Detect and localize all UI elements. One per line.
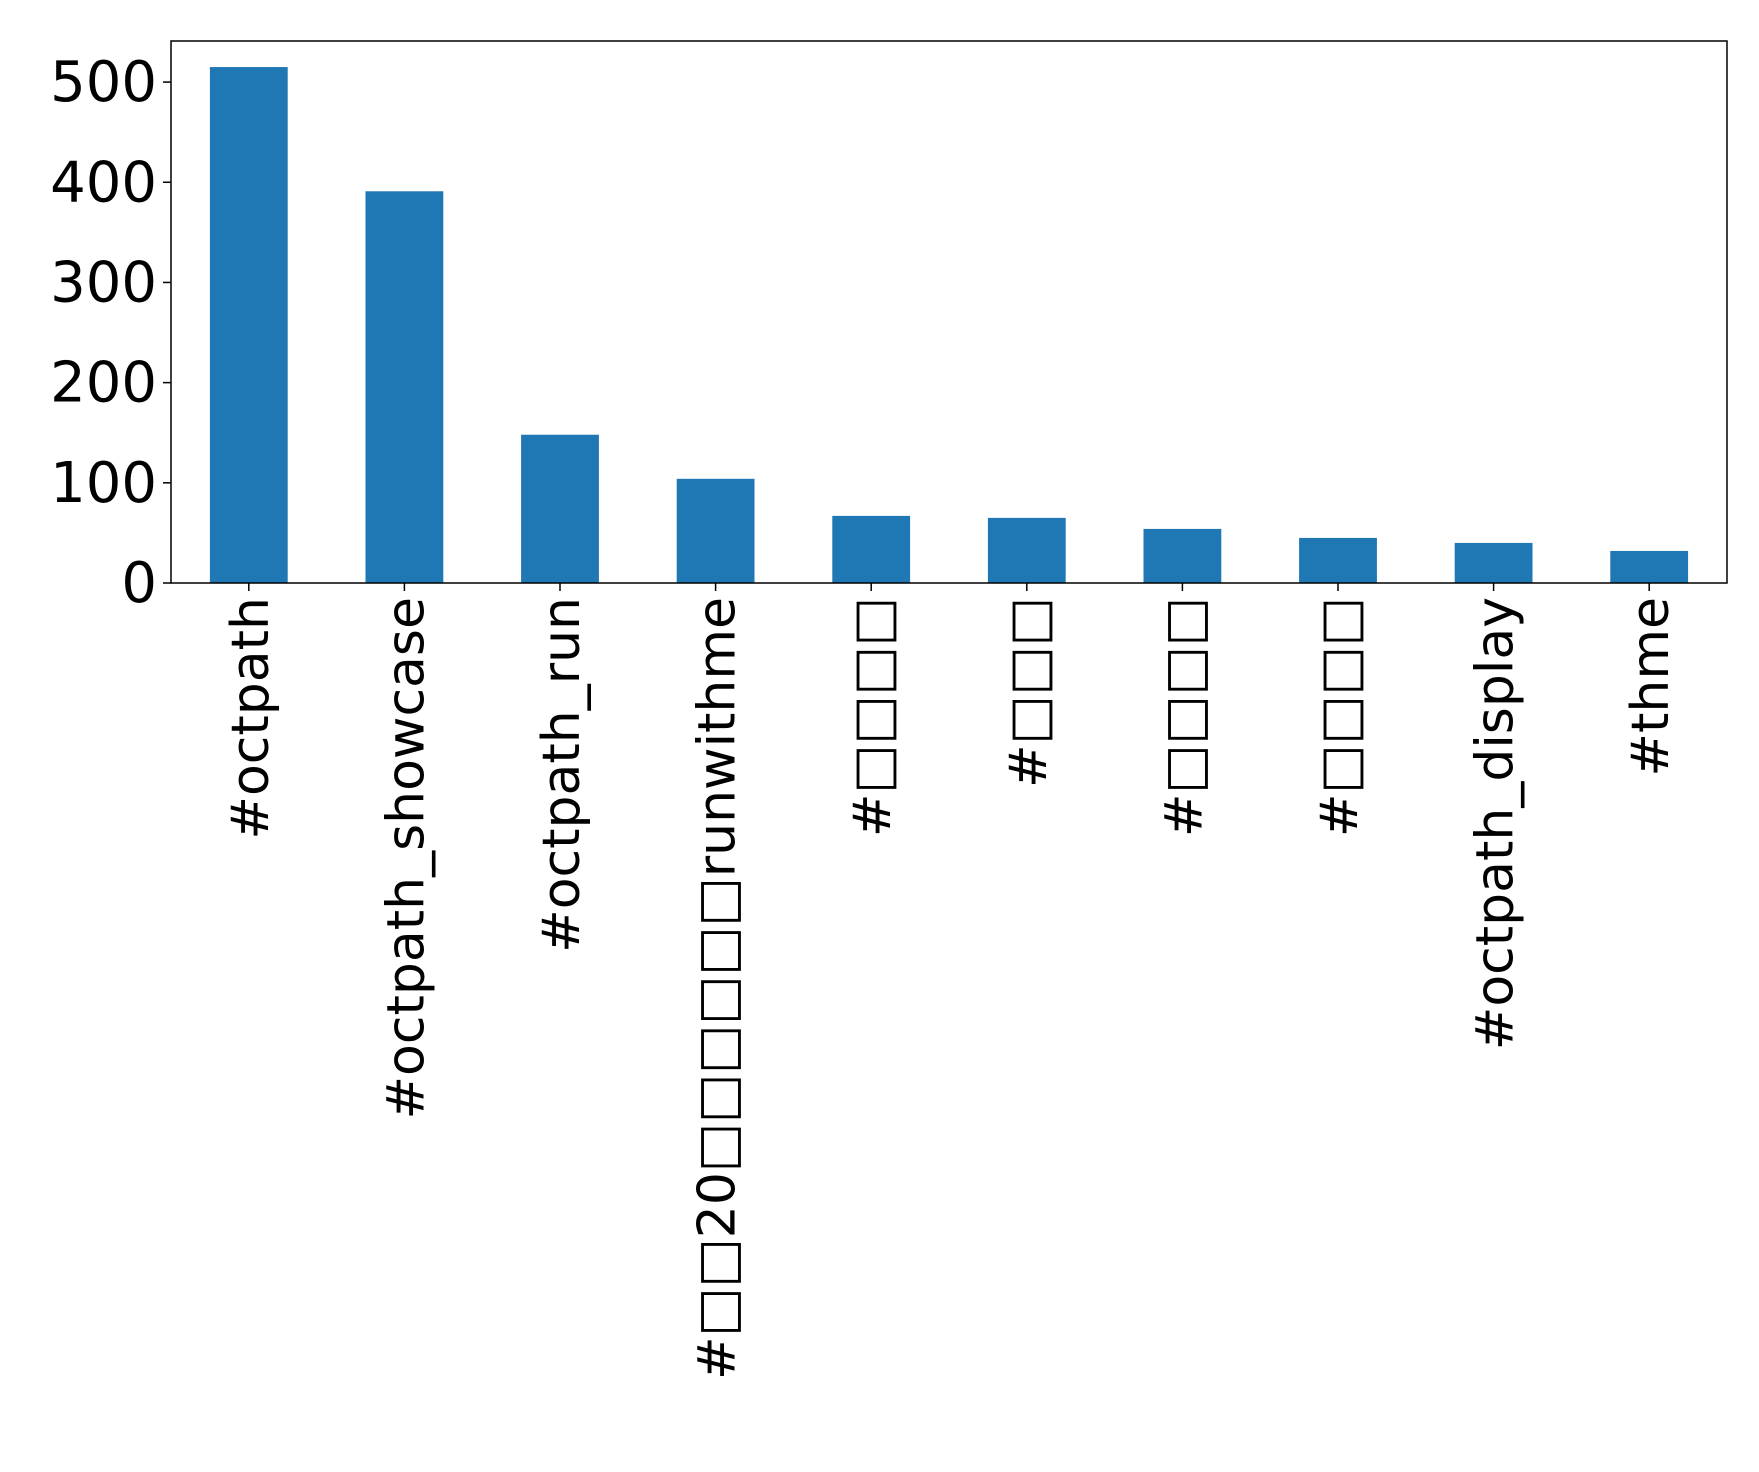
plot-frame — [170, 40, 1728, 584]
bars-layer — [209, 67, 1689, 584]
x-tick-label: #octpath_run — [532, 597, 592, 953]
y-axis: 0 100 200 300 400 500 — [50, 50, 171, 616]
x-tick-label: #□□20□□□□□□runwithme — [688, 597, 748, 1380]
y-tick-label: 100 — [50, 451, 157, 516]
x-tick-label: #□□□ — [999, 597, 1059, 788]
bar-4 — [832, 515, 911, 583]
bar-9 — [1610, 550, 1689, 583]
x-tick-label: #thme — [1621, 597, 1681, 777]
bar-2 — [521, 434, 599, 583]
x-tick-label: #octpath — [221, 597, 281, 840]
bar-1 — [365, 191, 444, 583]
x-tick-label: #□□□□ — [1154, 597, 1214, 837]
bar-3 — [676, 478, 755, 583]
x-tick-label: #□□□□ — [843, 597, 903, 837]
bar-6 — [1143, 528, 1222, 583]
y-tick-label: 500 — [50, 50, 157, 115]
y-tick-label: 0 — [121, 551, 157, 616]
x-axis: #octpath #octpath_showcase #octpath_run #□□… — [221, 583, 1681, 1380]
x-tick-label: #octpath_showcase — [376, 597, 436, 1120]
x-tick-label: #octpath_display — [1466, 597, 1526, 1050]
y-tick-label: 400 — [50, 150, 157, 215]
bar-8 — [1454, 542, 1533, 583]
bar-0 — [209, 67, 288, 584]
y-tick-label: 300 — [50, 250, 157, 315]
bar-7 — [1299, 537, 1377, 583]
x-tick-label: #□□□□ — [1310, 597, 1370, 837]
bar-5 — [987, 517, 1066, 583]
y-tick-label: 200 — [50, 351, 157, 416]
